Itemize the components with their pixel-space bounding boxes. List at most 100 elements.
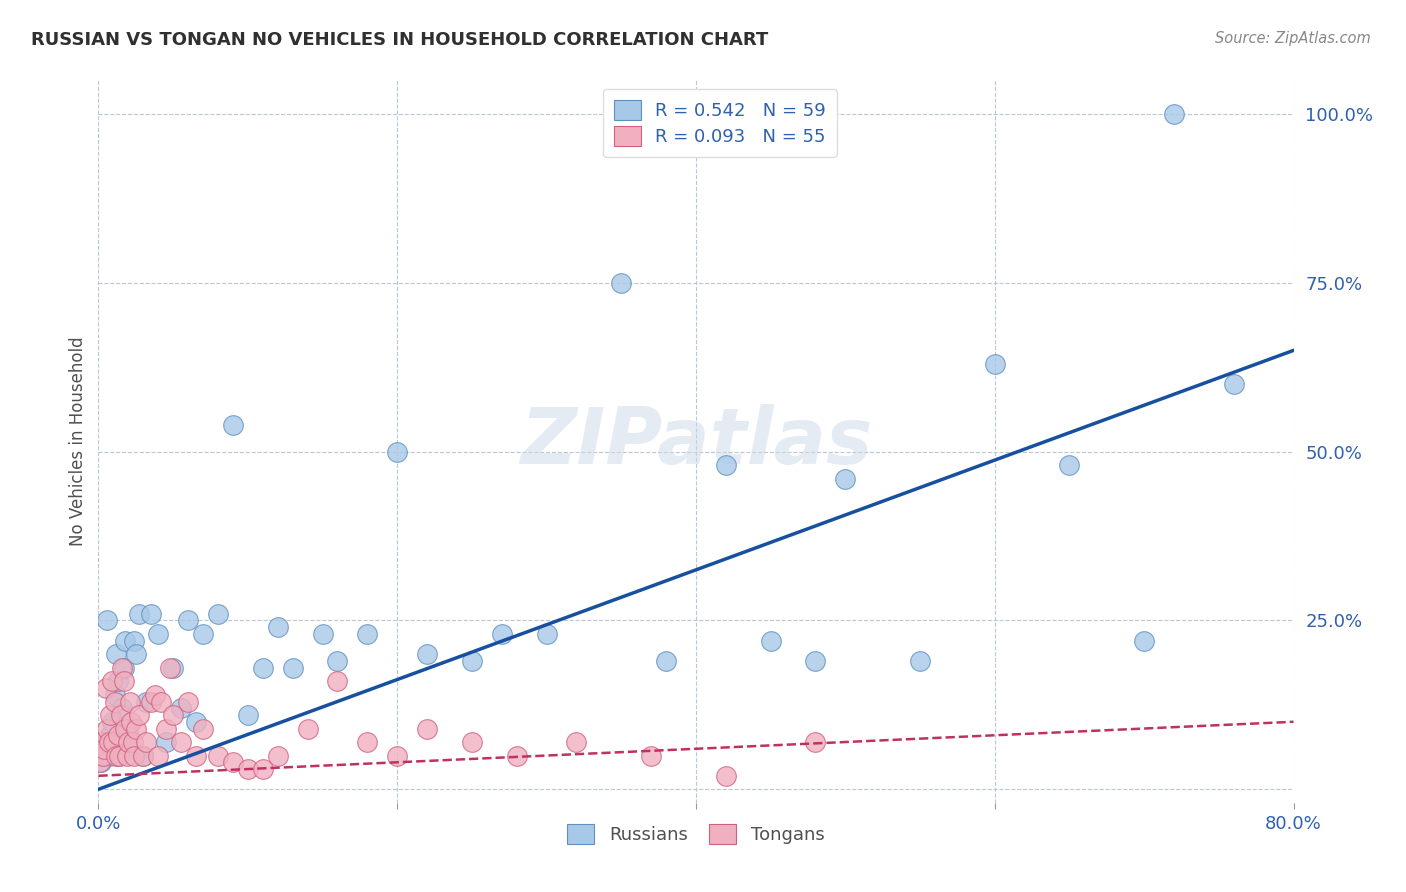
Point [714,769,737,783]
Point [655,654,678,668]
Point [97,748,120,763]
Point [91,741,114,756]
Point [132,748,155,763]
Point [96,614,118,628]
Point [135,735,157,749]
Point [124,748,146,763]
Point [103,741,125,756]
Point [115,748,138,763]
Point [117,722,139,736]
Point [610,276,633,290]
Point [326,654,349,668]
Point [184,714,207,729]
Point [984,357,1007,371]
Point [207,607,229,621]
Point [90,735,112,749]
Point [640,748,662,763]
Point [98,728,122,742]
Point [191,627,214,641]
Text: RUSSIAN VS TONGAN NO VEHICLES IN HOUSEHOLD CORRELATION CHART: RUSSIAN VS TONGAN NO VEHICLES IN HOUSEHO… [31,31,768,49]
Point [114,633,136,648]
Point [1059,458,1081,472]
Point [159,661,181,675]
Point [356,627,378,641]
Point [222,756,245,770]
Point [93,741,115,756]
Point [385,444,409,458]
Point [120,714,142,729]
Point [90,756,112,770]
Point [148,748,170,763]
Point [184,748,207,763]
Point [222,417,245,432]
Point [150,694,173,708]
Point [252,762,274,776]
Point [207,748,229,763]
Point [1163,107,1185,121]
Point [908,654,931,668]
Point [121,735,143,749]
Point [236,708,259,723]
Point [94,681,117,695]
Text: Source: ZipAtlas.com: Source: ZipAtlas.com [1215,31,1371,46]
Point [104,694,127,708]
Point [267,620,290,634]
Point [112,674,135,689]
Point [101,714,124,729]
Point [139,694,162,708]
Point [91,748,114,763]
Point [135,694,157,708]
Point [385,748,409,763]
Point [416,647,439,661]
Point [125,722,148,736]
Point [107,674,129,689]
Point [191,722,214,736]
Point [143,688,166,702]
Point [105,647,128,661]
Point [177,694,200,708]
Point [98,708,122,723]
Point [416,722,439,736]
Point [236,762,259,776]
Legend: Russians, Tongans: Russians, Tongans [560,817,832,852]
Point [326,674,349,689]
Point [97,735,120,749]
Point [169,735,191,749]
Point [139,607,162,621]
Point [110,728,132,742]
Text: ZIPatlas: ZIPatlas [520,403,872,480]
Point [115,728,138,742]
Point [104,688,127,702]
Point [169,701,191,715]
Point [128,607,150,621]
Point [96,722,118,736]
Point [461,654,484,668]
Point [114,722,136,736]
Y-axis label: No Vehicles in Household: No Vehicles in Household [69,336,87,547]
Point [177,614,200,628]
Point [297,722,319,736]
Point [252,661,274,675]
Point [94,735,117,749]
Point [281,661,304,675]
Point [714,458,737,472]
Point [107,728,129,742]
Point [111,701,134,715]
Point [93,748,115,763]
Point [118,694,141,708]
Point [110,708,132,723]
Point [103,735,125,749]
Point [155,735,177,749]
Point [111,661,134,675]
Point [506,748,529,763]
Point [267,748,290,763]
Point [804,654,827,668]
Point [1223,377,1246,392]
Point [125,647,148,661]
Point [128,708,150,723]
Point [162,708,184,723]
Point [148,627,170,641]
Point [536,627,558,641]
Point [311,627,333,641]
Point [461,735,484,749]
